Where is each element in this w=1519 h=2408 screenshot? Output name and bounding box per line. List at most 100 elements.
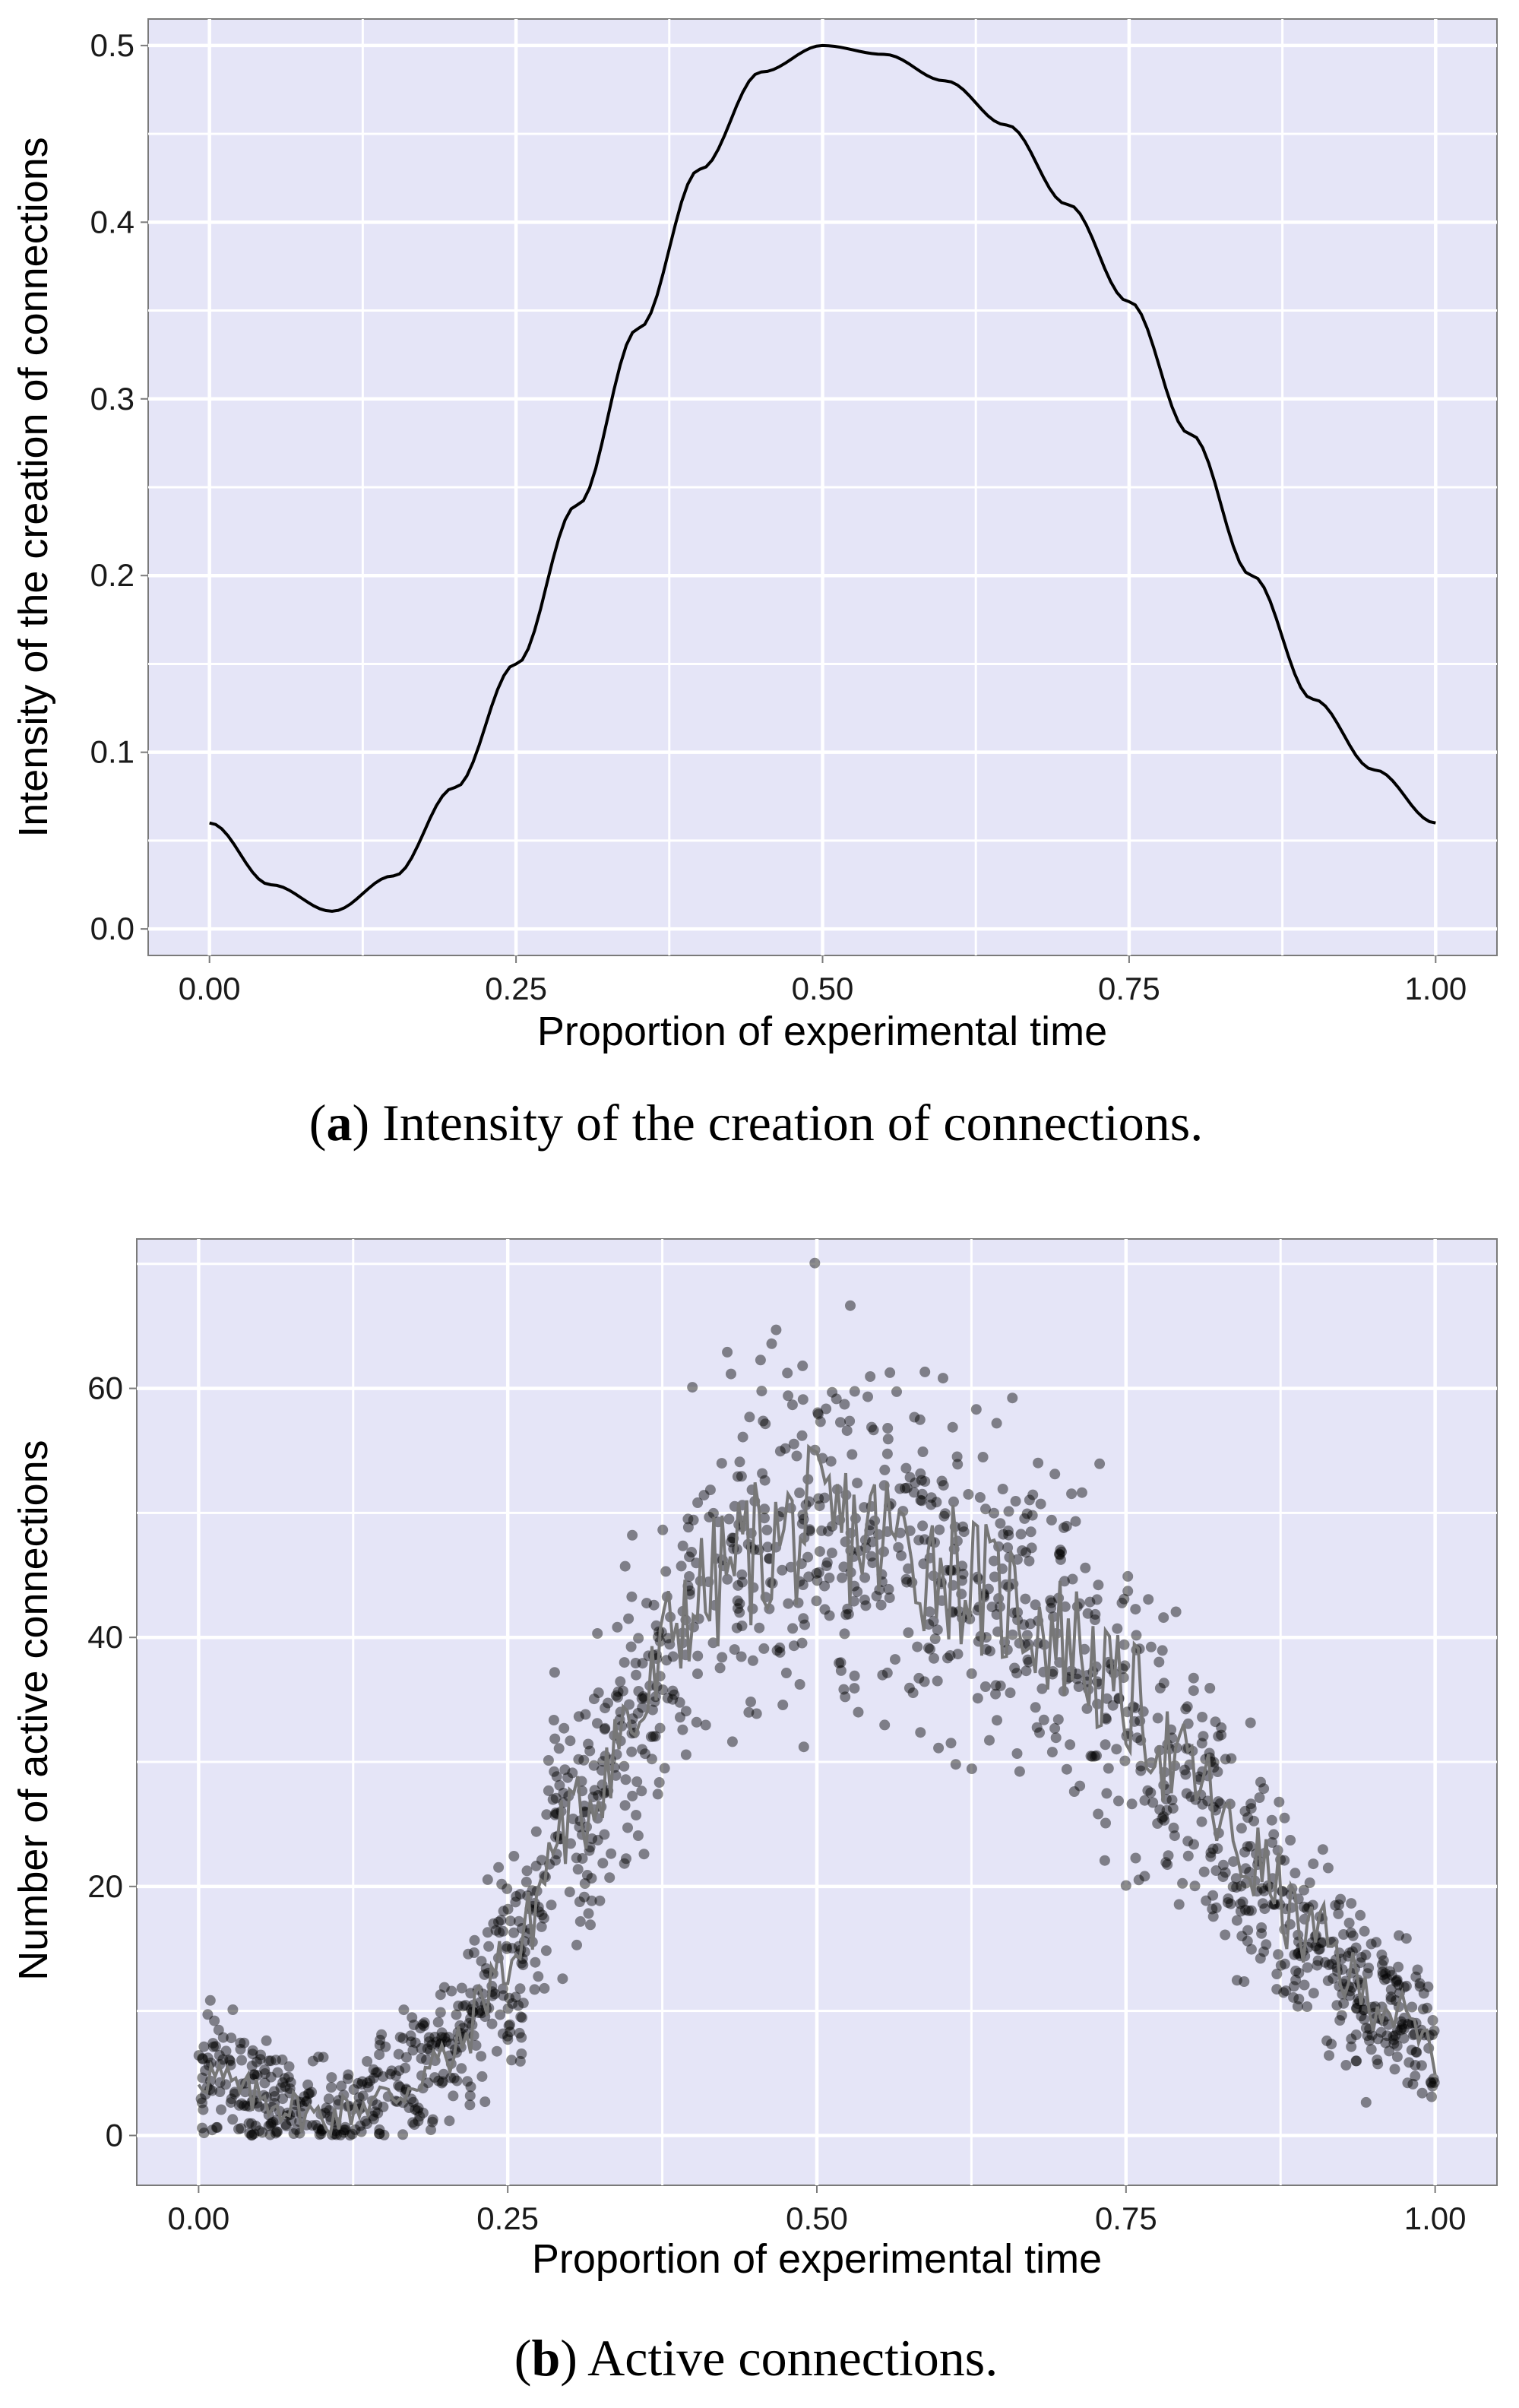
data-point (926, 1492, 937, 1503)
data-point (1312, 1955, 1324, 1966)
data-point (957, 1560, 968, 1572)
data-point (583, 1738, 594, 1750)
data-point (1416, 2060, 1427, 2071)
data-point (600, 1722, 611, 1734)
data-point (198, 2104, 209, 2115)
data-point (1335, 1893, 1347, 1905)
data-point (439, 2032, 451, 2043)
data-point (216, 2104, 226, 2115)
data-point (1207, 1890, 1219, 1901)
data-point (1391, 2052, 1403, 2062)
data-point (692, 1497, 704, 1508)
panel-b-caption-label: b (531, 2329, 560, 2387)
data-point (932, 1624, 943, 1636)
data-point (211, 2121, 223, 2133)
data-point (502, 2003, 514, 2014)
data-point (374, 2124, 385, 2135)
data-point (315, 2128, 327, 2140)
data-point (541, 1809, 552, 1820)
data-point (1205, 1851, 1217, 1862)
data-point (463, 1948, 474, 1960)
y-tick-label: 0.0 (90, 911, 134, 946)
data-point (280, 2121, 292, 2131)
data-point (335, 2129, 347, 2140)
data-point (1256, 1883, 1267, 1894)
data-point (239, 2037, 250, 2048)
data-point (1231, 1882, 1242, 1893)
data-point (229, 2088, 240, 2099)
data-point (265, 2071, 277, 2083)
data-point (761, 1524, 773, 1535)
data-point (1021, 1665, 1032, 1677)
data-point (265, 2055, 277, 2067)
data-point (802, 1551, 813, 1563)
data-point (984, 1735, 995, 1746)
data-point (353, 2077, 364, 2089)
data-point (913, 1535, 925, 1546)
data-point (657, 1524, 669, 1535)
data-point (604, 1872, 616, 1884)
data-point (421, 2054, 432, 2065)
data-point (1119, 1755, 1131, 1766)
data-point (368, 2073, 379, 2083)
data-point (456, 1982, 467, 1994)
data-point (617, 1685, 628, 1697)
data-point (217, 2032, 229, 2043)
data-point (1207, 1843, 1219, 1855)
data-point (277, 2093, 288, 2105)
data-point (1204, 1683, 1216, 1694)
data-point (517, 1998, 529, 2009)
data-point (1055, 1545, 1066, 1556)
data-point (877, 1669, 888, 1681)
data-point (202, 2009, 214, 2020)
data-point (1299, 1979, 1310, 1991)
data-point (990, 1680, 1002, 1691)
data-point (250, 2120, 261, 2131)
data-point (1391, 1974, 1403, 1985)
data-point (1180, 1703, 1191, 1715)
data-point (759, 1475, 771, 1486)
data-point (1158, 1612, 1169, 1624)
data-point (331, 2129, 342, 2140)
data-point (482, 1874, 493, 1885)
data-point (272, 2126, 283, 2137)
data-point (1159, 1814, 1170, 1826)
data-point (952, 1459, 964, 1470)
data-point (1002, 1526, 1014, 1536)
data-point (1208, 1757, 1220, 1768)
data-point (684, 1571, 695, 1582)
data-point (571, 1852, 582, 1864)
data-point (261, 2035, 272, 2046)
data-point (882, 1423, 894, 1434)
data-point (913, 1672, 925, 1684)
data-point (859, 1594, 870, 1605)
data-point (220, 2045, 232, 2057)
data-point (1185, 1791, 1197, 1802)
data-point (1302, 1962, 1313, 1973)
data-point (1388, 2038, 1400, 2049)
data-point (726, 1368, 736, 1380)
data-point (1143, 1594, 1154, 1605)
data-point (312, 2123, 324, 2134)
data-point (992, 1715, 1002, 1726)
data-point (1182, 1701, 1193, 1713)
data-point (264, 2129, 276, 2140)
data-point (1101, 1713, 1112, 1725)
data-point (1189, 1880, 1201, 1892)
data-point (1033, 1457, 1044, 1469)
data-point (837, 1572, 848, 1583)
data-point (612, 1691, 623, 1703)
data-point (1279, 1855, 1290, 1866)
data-point (938, 1373, 948, 1384)
data-point (1422, 1981, 1434, 1992)
data-point (444, 2115, 455, 2127)
data-point (429, 2072, 441, 2083)
data-point (302, 2079, 314, 2090)
data-point (599, 1724, 610, 1735)
data-point (938, 1480, 949, 1491)
data-point (1350, 2029, 1362, 2040)
data-point (636, 1785, 647, 1797)
data-point (456, 2063, 467, 2074)
data-point (780, 1443, 791, 1454)
data-point (760, 1418, 771, 1430)
